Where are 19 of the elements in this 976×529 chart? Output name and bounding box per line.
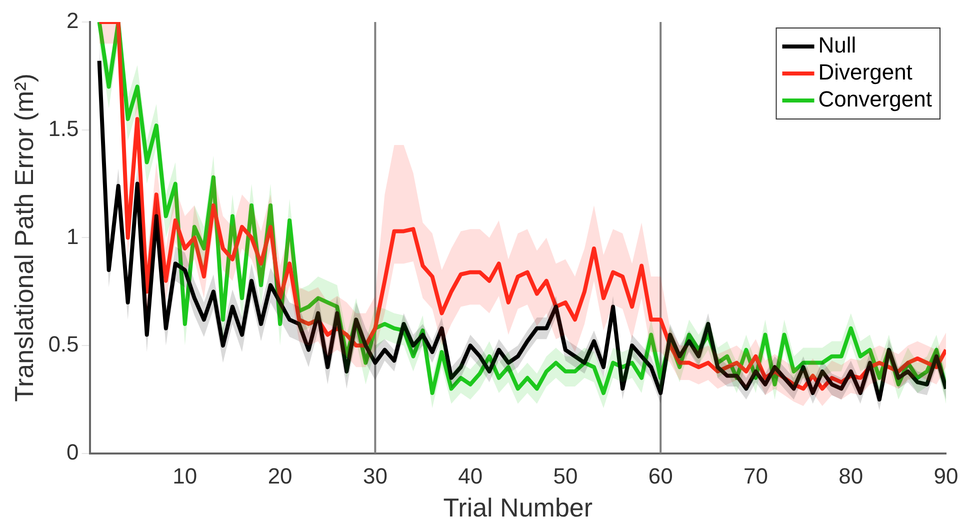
x-tick-label: 10 [172,464,198,489]
y-tick-label: 0.5 [48,332,79,357]
x-tick-label: 30 [362,464,388,489]
x-tick-label: 70 [743,464,768,489]
x-tick-label: 40 [458,464,483,489]
legend-label: Divergent [818,60,912,85]
x-tick-label: 20 [268,464,292,489]
y-tick-label: 1 [66,224,79,249]
x-tick-label: 80 [838,464,864,489]
y-tick-label: 0 [66,439,79,464]
legend-label: Convergent [818,86,932,112]
x-tick-label: 60 [648,464,673,489]
y-axis-title: Translational Path Error (m²) [8,73,39,402]
y-tick-label: 2 [66,8,79,34]
x-axis-title: Trial Number [443,492,593,523]
legend-label: Null [818,32,856,58]
y-tick-label: 1.5 [48,116,79,141]
x-tick-label: 50 [553,464,578,489]
x-tick-label: 90 [934,464,958,489]
